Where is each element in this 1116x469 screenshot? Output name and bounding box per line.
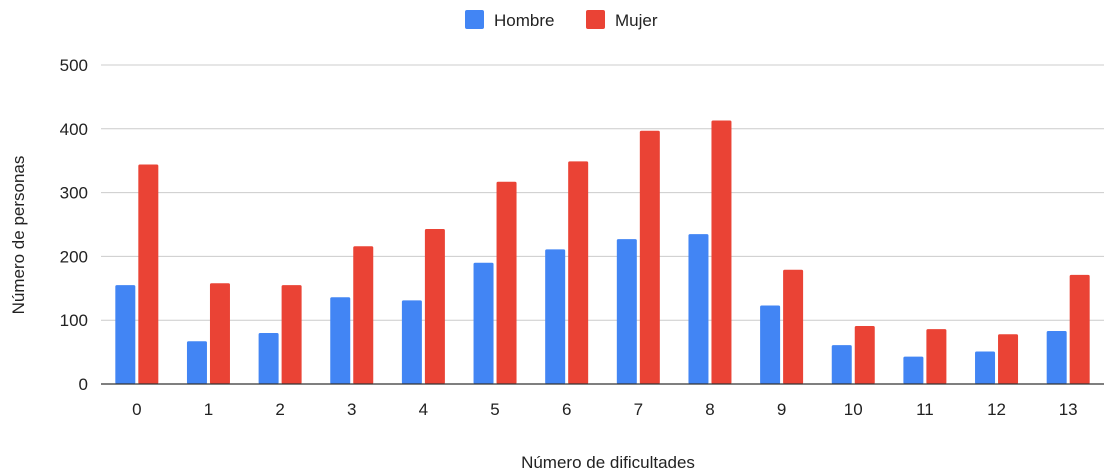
bar-mujer-6	[568, 161, 589, 384]
x-tick-label: 13	[1059, 400, 1078, 419]
x-tick-label: 11	[916, 400, 934, 419]
bar-hombre-5	[473, 262, 494, 384]
bar-hombre-11	[903, 356, 924, 384]
y-tick-label: 0	[79, 375, 88, 394]
bar-mujer-13	[1069, 274, 1090, 384]
x-tick-label: 3	[347, 400, 356, 419]
x-tick-label: 1	[204, 400, 213, 419]
x-tick-label: 7	[634, 400, 643, 419]
bar-hombre-6	[545, 249, 566, 384]
x-tick-label: 12	[987, 400, 1006, 419]
x-tick-label: 9	[777, 400, 786, 419]
y-tick-label: 300	[60, 184, 88, 203]
bar-mujer-1	[209, 283, 230, 384]
bar-hombre-13	[1046, 331, 1067, 384]
bar-mujer-5	[496, 181, 517, 384]
bar-hombre-1	[186, 341, 207, 384]
bar-hombre-7	[616, 239, 637, 384]
bar-mujer-10	[854, 325, 875, 384]
grid-lines	[101, 64, 1104, 321]
x-tick-label: 2	[275, 400, 284, 419]
bar-hombre-4	[401, 300, 422, 384]
bar-mujer-0	[138, 164, 159, 384]
bar-hombre-9	[760, 305, 781, 384]
y-tick-label: 400	[60, 120, 88, 139]
bar-hombre-12	[975, 351, 996, 384]
bar-hombre-2	[258, 332, 279, 384]
legend-label-mujer: Mujer	[615, 11, 658, 30]
bar-mujer-7	[639, 130, 660, 384]
x-tick-label: 5	[490, 400, 499, 419]
bars	[115, 120, 1090, 385]
y-axis-ticks: 0 100 200 300 400 500	[60, 56, 88, 394]
legend-swatch-hombre	[465, 10, 484, 29]
bar-hombre-0	[115, 285, 136, 384]
y-tick-label: 200	[60, 247, 88, 266]
bar-mujer-2	[281, 285, 302, 384]
bar-mujer-9	[783, 269, 804, 384]
y-tick-label: 100	[60, 311, 88, 330]
bar-hombre-10	[831, 345, 852, 384]
x-tick-label: 8	[705, 400, 714, 419]
y-axis-title: Número de personas	[9, 156, 28, 315]
x-tick-label: 4	[419, 400, 428, 419]
bar-mujer-8	[711, 120, 732, 385]
x-axis-title: Número de dificultades	[521, 453, 695, 469]
legend-label-hombre: Hombre	[494, 11, 554, 30]
bar-mujer-3	[353, 246, 374, 384]
legend: Hombre Mujer	[465, 10, 658, 30]
x-axis-ticks: 0 1 2 3 4 5 6 7 8 9 10 11 12 13	[132, 400, 1078, 419]
legend-swatch-mujer	[586, 10, 605, 29]
bar-mujer-11	[926, 329, 947, 384]
x-tick-label: 0	[132, 400, 141, 419]
bar-mujer-12	[998, 334, 1019, 384]
bar-mujer-4	[424, 228, 445, 384]
x-tick-label: 10	[844, 400, 863, 419]
bar-hombre-3	[330, 297, 351, 384]
x-tick-label: 6	[562, 400, 571, 419]
y-tick-label: 500	[60, 56, 88, 75]
bar-hombre-8	[688, 234, 709, 384]
